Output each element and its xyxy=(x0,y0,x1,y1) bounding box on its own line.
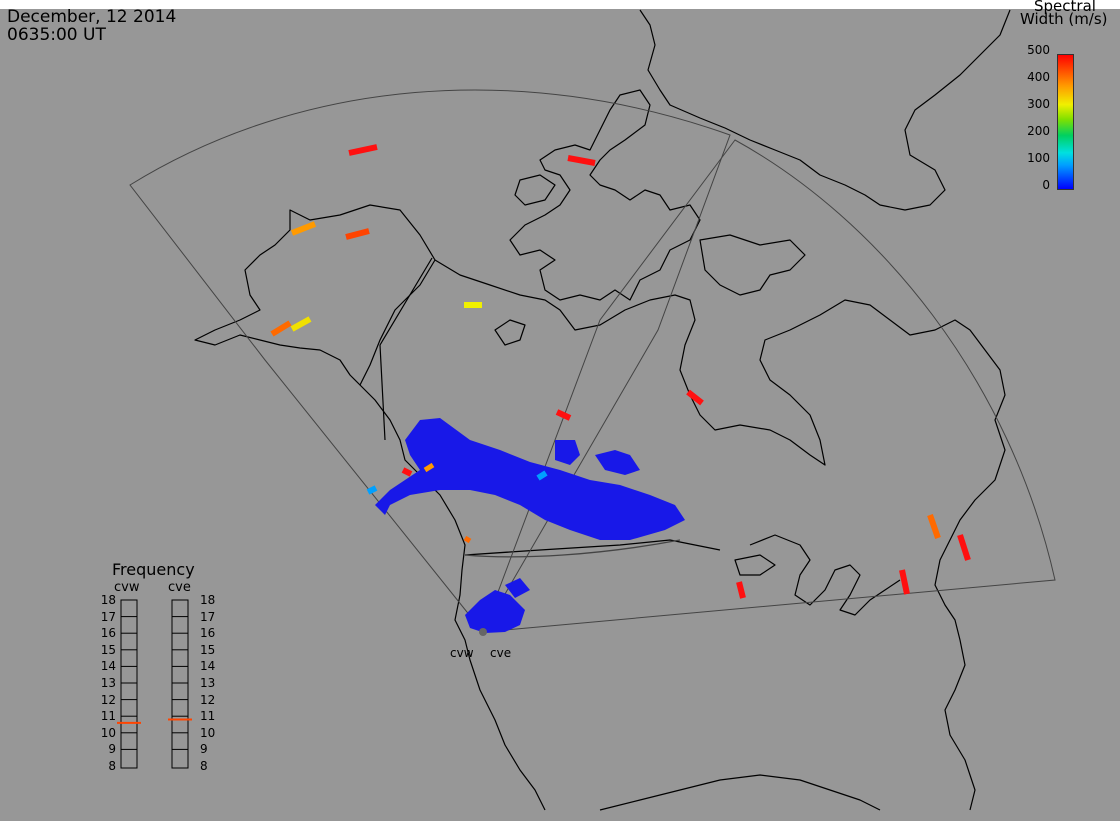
coastline-layer xyxy=(194,9,1011,811)
frequency-scale-label: 9 xyxy=(108,742,116,757)
gulf-coast xyxy=(599,774,881,811)
arctic-island-3 xyxy=(699,234,806,296)
colorbar-tick: 300 xyxy=(1027,97,1050,111)
frequency-markers xyxy=(117,718,192,724)
mainland-coast xyxy=(434,259,1006,811)
frequency-scale-label: 13 xyxy=(200,676,216,690)
site-label-cvw: cvw xyxy=(450,646,474,660)
frequency-scale-label: 12 xyxy=(200,692,216,707)
echo-layer xyxy=(270,144,971,599)
arctic-islands xyxy=(509,89,701,301)
frequency-grid xyxy=(121,616,188,750)
echo-13 xyxy=(555,409,572,421)
greenland-outline xyxy=(639,9,1011,211)
frequency-title: Frequency xyxy=(112,560,195,579)
fov-east xyxy=(482,139,1056,633)
frequency-scale-label: 18 xyxy=(200,593,216,607)
colorbar-title-line1: Spectral xyxy=(1034,0,1096,15)
fov-west xyxy=(129,89,731,633)
scatter-layer xyxy=(375,418,685,633)
echo-4 xyxy=(345,228,370,240)
colorbar-tick: 100 xyxy=(1027,151,1050,165)
echo-1 xyxy=(348,144,378,156)
scatter-cluster-south xyxy=(465,590,525,633)
lake-2 xyxy=(734,554,776,576)
radar-site-marker xyxy=(479,628,487,636)
colorbar-title-line2: Width (m/s) xyxy=(1020,10,1108,28)
frequency-scale-label: 10 xyxy=(100,725,116,740)
west-coast xyxy=(359,384,546,811)
echo-15 xyxy=(423,462,435,473)
arctic-island-2 xyxy=(514,174,556,206)
frequency-scale-label: 11 xyxy=(100,709,116,724)
echo-3 xyxy=(290,221,317,236)
frequency-scale-label: 16 xyxy=(100,626,116,641)
frequency-scale-label: 14 xyxy=(100,659,116,674)
echo-8 xyxy=(686,389,704,406)
alaska-outline xyxy=(194,204,436,386)
echo-14 xyxy=(401,467,413,477)
echo-7 xyxy=(290,316,312,332)
frequency-box-cvw xyxy=(120,599,138,769)
echo-9 xyxy=(927,514,941,539)
date-label: December, 12 2014 xyxy=(7,7,177,27)
frequency-col-cvw: cvw xyxy=(114,580,140,595)
frequency-col-cve: cve xyxy=(168,580,191,595)
colorbar-tick: 0 xyxy=(1042,178,1050,192)
boundary-ak xyxy=(379,257,433,441)
frequency-scale-label: 16 xyxy=(200,626,216,641)
great-lakes xyxy=(749,534,901,616)
site-label-cve: cve xyxy=(490,646,512,660)
top-white-bar xyxy=(0,0,1120,9)
fov-inner-arc xyxy=(464,539,681,558)
frequency-scale-label: 11 xyxy=(200,709,216,724)
colorbar-tick: 400 xyxy=(1027,70,1050,84)
frequency-scale-label: 8 xyxy=(108,759,116,773)
frequency-scale-label: 15 xyxy=(100,642,116,657)
echo-18 xyxy=(463,535,472,544)
frequency-scale-label: 17 xyxy=(200,609,216,624)
frequency-scale-label: 18 xyxy=(100,593,116,607)
frequency-scale-label: 8 xyxy=(200,759,208,773)
frequency-scale-label: 9 xyxy=(200,742,208,757)
colorbar-tick: 500 xyxy=(1027,43,1050,57)
time-label: 0635:00 UT xyxy=(7,25,106,45)
frequency-scale-label: 10 xyxy=(200,725,216,740)
arctic-island-4 xyxy=(494,319,526,346)
echo-11 xyxy=(899,569,910,595)
boundary-us-canada xyxy=(464,539,721,556)
echo-6 xyxy=(270,320,292,337)
echo-10 xyxy=(957,534,971,561)
frequency-box-cve xyxy=(171,599,189,769)
colorbar xyxy=(1057,54,1074,190)
scatter-cluster-mid xyxy=(555,440,580,465)
scatter-cluster-north xyxy=(375,418,685,540)
colorbar-tick: 200 xyxy=(1027,124,1050,138)
frequency-scale-label: 14 xyxy=(200,659,216,674)
frequency-scale-label: 15 xyxy=(200,642,216,657)
echo-2 xyxy=(567,155,596,166)
frequency-scale-label: 17 xyxy=(100,609,116,624)
fov-layer xyxy=(129,89,1056,633)
scatter-cluster-south-arm xyxy=(505,578,530,598)
echo-17 xyxy=(536,470,548,481)
echo-12 xyxy=(736,581,746,599)
echo-16 xyxy=(366,485,378,495)
frequency-scale-label: 13 xyxy=(100,676,116,690)
scatter-cluster-ne xyxy=(595,450,640,475)
frequency-scale-label: 12 xyxy=(100,692,116,707)
